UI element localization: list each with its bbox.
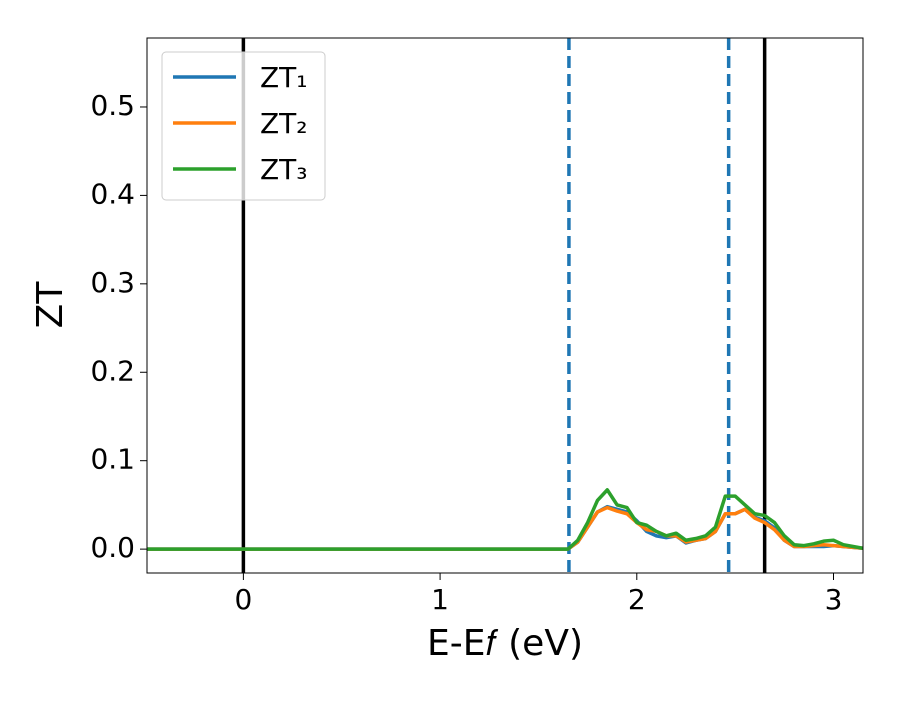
plot-frame — [146, 37, 864, 574]
x-tick-label: 0 — [234, 583, 252, 616]
legend-box — [161, 51, 326, 201]
legend-label: ZT₂ — [260, 107, 308, 140]
x-tick-label: 3 — [825, 583, 843, 616]
y-tick-label: 0.2 — [90, 354, 135, 387]
legend-label: ZT₁ — [260, 61, 308, 94]
y-tick-label: 0.3 — [90, 266, 135, 299]
y-tick-label: 0.5 — [90, 89, 135, 122]
legend-label: ZT₃ — [260, 153, 308, 186]
series-line — [147, 488, 863, 551]
y-tick-label: 0.4 — [90, 177, 135, 210]
x-tick-label: 1 — [431, 583, 449, 616]
y-axis-label: ZT — [30, 281, 71, 329]
y-tick-label: 0.0 — [90, 531, 135, 564]
x-axis-label: E-E𝑓 (eV) — [427, 623, 583, 664]
x-tick-label: 2 — [628, 583, 646, 616]
y-tick-label: 0.1 — [90, 443, 135, 476]
